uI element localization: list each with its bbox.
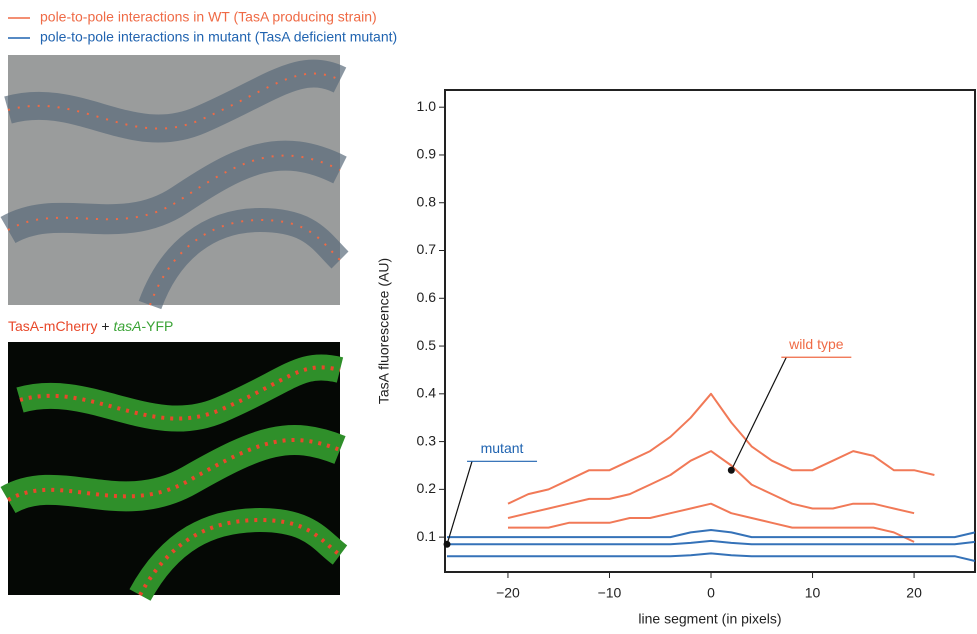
y-tick-label: 0.1 bbox=[417, 528, 437, 544]
x-tick-label: −10 bbox=[598, 585, 622, 601]
y-axis-label: TasA fluorescence (AU) bbox=[376, 258, 392, 404]
annotation-point bbox=[443, 540, 451, 548]
annotation-leader bbox=[446, 461, 473, 545]
y-tick-label: 0.7 bbox=[417, 241, 437, 257]
plot-frame bbox=[444, 89, 976, 573]
series-line bbox=[508, 502, 915, 543]
annotation-point bbox=[727, 466, 735, 474]
caption-part: tasA bbox=[113, 318, 141, 334]
x-tick-label: 0 bbox=[707, 585, 715, 601]
series-line bbox=[507, 392, 935, 505]
caption-part: -YFP bbox=[141, 318, 173, 334]
y-tick-label: 1.0 bbox=[417, 98, 437, 114]
legend-label: pole-to-pole interactions in mutant (Tas… bbox=[40, 29, 397, 45]
y-tick-label: 0.4 bbox=[417, 385, 437, 401]
series-line bbox=[507, 450, 915, 519]
y-tick-label: 0.9 bbox=[417, 146, 437, 162]
y-tick-label: 0.3 bbox=[417, 432, 437, 448]
x-axis-label: line segment (in pixels) bbox=[638, 611, 781, 627]
series-line bbox=[447, 529, 976, 539]
y-tick-label: 0.2 bbox=[417, 480, 437, 496]
image-caption: TasA-mCherry + tasA-YFP bbox=[8, 318, 173, 334]
caption-part: + bbox=[97, 318, 113, 334]
caption-part: TasA-mCherry bbox=[8, 318, 97, 334]
y-tick-label: 0.5 bbox=[417, 337, 437, 353]
y-tick-label: 0.8 bbox=[417, 193, 437, 209]
legend-label: pole-to-pole interactions in WT (TasA pr… bbox=[40, 9, 377, 25]
fluorescence-image bbox=[0, 342, 348, 601]
x-tick-label: 10 bbox=[805, 585, 821, 601]
series-line bbox=[447, 539, 976, 546]
phase-image bbox=[0, 55, 349, 310]
annotation-label: wild type bbox=[788, 336, 844, 352]
series-line bbox=[447, 552, 976, 562]
x-tick-label: −20 bbox=[496, 585, 520, 601]
x-tick-label: 20 bbox=[906, 585, 922, 601]
y-tick-label: 0.6 bbox=[417, 289, 437, 305]
annotation-leader bbox=[730, 356, 787, 471]
annotation-label: mutant bbox=[481, 440, 524, 456]
